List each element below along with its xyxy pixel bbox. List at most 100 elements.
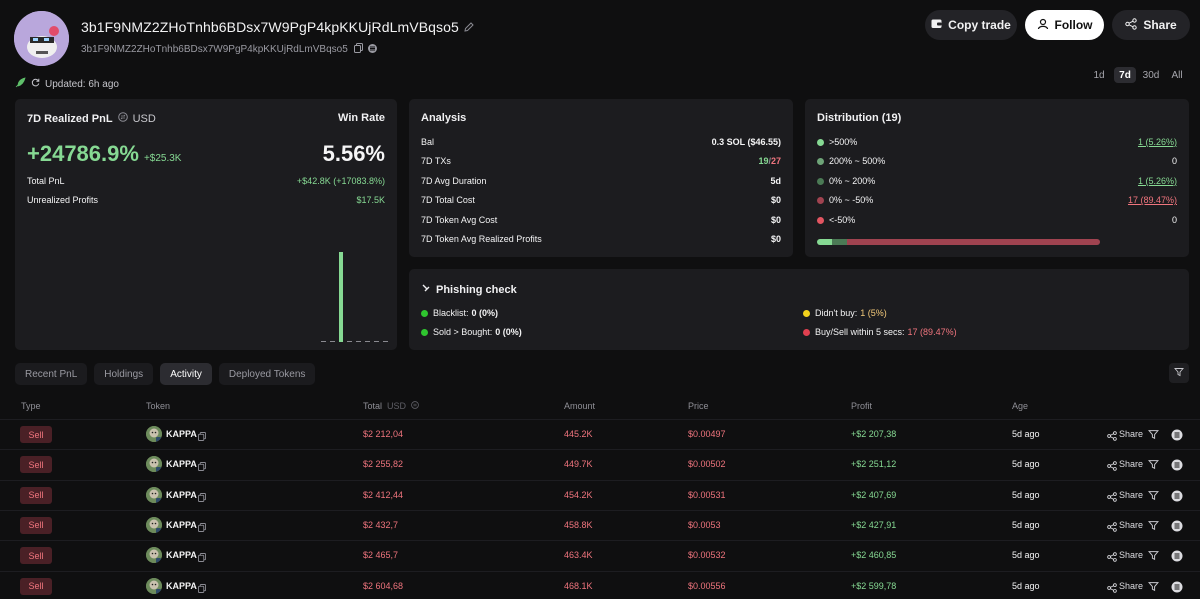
token-name[interactable]: KAPPA bbox=[166, 459, 197, 470]
total-pnl-value: +$42.8K (+17083.8%) bbox=[296, 175, 385, 186]
activity-table: Sell KAPPA $2 212,04 445.2K $0.00497 +$2… bbox=[0, 419, 1200, 599]
status-dot-icon bbox=[421, 328, 428, 336]
user-icon bbox=[1037, 18, 1049, 33]
tab-holdings[interactable]: Holdings bbox=[94, 363, 154, 385]
copy-icon[interactable] bbox=[353, 43, 363, 56]
follow-button[interactable]: Follow bbox=[1025, 10, 1104, 40]
share-icon[interactable] bbox=[1107, 430, 1117, 444]
share-link[interactable]: Share bbox=[1119, 580, 1144, 591]
total-cell: $2 465,7 bbox=[363, 550, 399, 561]
filter-icon[interactable] bbox=[1148, 429, 1159, 443]
token-name[interactable]: KAPPA bbox=[166, 580, 197, 591]
tab-activity[interactable]: Activity bbox=[160, 363, 212, 385]
share-icon[interactable] bbox=[1107, 582, 1117, 596]
swap-icon[interactable] bbox=[117, 112, 128, 125]
distribution-card: Distribution (19) >500% 1 (5.26%) 200% ~… bbox=[805, 99, 1189, 257]
swap-icon[interactable] bbox=[411, 401, 419, 411]
token-name[interactable]: KAPPA bbox=[166, 550, 197, 561]
tab-deployed-tokens[interactable]: Deployed Tokens bbox=[218, 363, 316, 385]
distribution-range: 0% ~ -50% bbox=[829, 195, 874, 206]
dot-icon bbox=[817, 177, 824, 185]
filter-button[interactable] bbox=[1169, 363, 1189, 383]
edit-icon[interactable] bbox=[463, 20, 475, 36]
price-cell: $0.00532 bbox=[688, 550, 726, 561]
share-link[interactable]: Share bbox=[1119, 519, 1144, 530]
share-link[interactable]: Share bbox=[1119, 429, 1144, 439]
copy-icon[interactable] bbox=[198, 430, 206, 444]
age-cell: 5d ago bbox=[1012, 489, 1040, 500]
share-icon[interactable] bbox=[1107, 551, 1117, 565]
menu-icon[interactable] bbox=[1171, 459, 1183, 474]
updated-status: Updated: 6h ago bbox=[15, 77, 119, 91]
price-cell: $0.00497 bbox=[688, 429, 726, 439]
distribution-value[interactable]: 17 (89.47%) bbox=[1127, 195, 1177, 206]
token-name[interactable]: KAPPA bbox=[166, 489, 197, 500]
range-tab-all[interactable]: All bbox=[1171, 69, 1183, 81]
sold-bought-value: 0 (0%) bbox=[495, 327, 522, 337]
share-button[interactable]: Share bbox=[1112, 10, 1190, 40]
copy-trade-button[interactable]: Copy trade bbox=[925, 10, 1017, 40]
filter-icon[interactable] bbox=[1148, 490, 1159, 504]
refresh-icon[interactable] bbox=[31, 78, 40, 90]
share-icon[interactable] bbox=[1107, 460, 1117, 474]
win-rate-value: 5.56% bbox=[322, 141, 385, 166]
range-tab-30d[interactable]: 30d bbox=[1142, 69, 1160, 81]
table-row[interactable]: Sell KAPPA $2 604,68 468.1K $0.00556 +$2… bbox=[0, 570, 1200, 599]
table-row[interactable]: Sell KAPPA $2 412,44 454.2K $0.00531 +$2… bbox=[0, 479, 1200, 510]
token-name[interactable]: KAPPA bbox=[166, 429, 197, 439]
menu-icon[interactable] bbox=[1171, 490, 1183, 505]
profit-cell: +$2 427,91 bbox=[851, 519, 897, 530]
filter-icon[interactable] bbox=[1148, 520, 1159, 534]
distribution-value[interactable]: 1 (5.26%) bbox=[1137, 136, 1177, 147]
table-row[interactable]: Sell KAPPA $2 432,7 458.8K $0.0053 +$2 4… bbox=[0, 509, 1200, 540]
analysis-row-duration: 7D Avg Duration 5d bbox=[421, 171, 781, 191]
range-tab-1d[interactable]: 1d bbox=[1093, 69, 1105, 81]
column-header-total-unit[interactable]: USD bbox=[387, 401, 407, 411]
distribution-label: 0% ~ -50% bbox=[817, 195, 873, 205]
column-header-profit: Profit bbox=[851, 401, 873, 411]
table-row[interactable]: Sell KAPPA $2 255,82 449.7K $0.00502 +$2… bbox=[0, 449, 1200, 479]
menu-icon[interactable] bbox=[1171, 429, 1183, 444]
analysis-label: 7D Total Cost bbox=[421, 195, 475, 206]
filter-icon[interactable] bbox=[1148, 581, 1159, 595]
share-link[interactable]: Share bbox=[1119, 489, 1144, 500]
token-avatar bbox=[146, 577, 162, 594]
solana-icon[interactable] bbox=[368, 43, 378, 56]
distribution-bar-segment bbox=[817, 239, 832, 245]
copy-icon[interactable] bbox=[198, 551, 206, 565]
token-name[interactable]: KAPPA bbox=[166, 519, 197, 530]
menu-icon[interactable] bbox=[1171, 550, 1183, 565]
distribution-range: 200% ~ 500% bbox=[829, 156, 886, 167]
share-icon[interactable] bbox=[1107, 521, 1117, 535]
range-tabs: 1d 7d 30d All bbox=[1088, 67, 1188, 83]
fast-trade-row: Buy/Sell within 5 secs: 17 (89.47%) bbox=[803, 327, 957, 337]
tab-recent-pnl[interactable]: Recent PnL bbox=[15, 363, 88, 385]
menu-icon[interactable] bbox=[1171, 581, 1183, 596]
filter-icon[interactable] bbox=[1148, 459, 1159, 473]
price-cell: $0.0053 bbox=[688, 519, 721, 530]
blacklist-row: Blacklist: 0 (0%) bbox=[421, 308, 498, 318]
table-row[interactable]: Sell KAPPA $2 465,7 463.4K $0.00532 +$2 … bbox=[0, 540, 1200, 570]
wallet-address-sub: 3b1F9NMZ2ZHoTnhb6BDsx7W9PgP4kpKKUjRdLmVB… bbox=[81, 43, 378, 56]
analysis-value: 19/27 bbox=[758, 156, 781, 166]
copy-icon[interactable] bbox=[198, 521, 206, 535]
filter-icon[interactable] bbox=[1148, 550, 1159, 564]
token-avatar bbox=[146, 516, 162, 533]
share-link[interactable]: Share bbox=[1119, 550, 1144, 561]
copy-icon[interactable] bbox=[198, 582, 206, 596]
range-tab-7d[interactable]: 7d bbox=[1114, 67, 1136, 83]
pnl-summary: +24786.9% +$25.3K bbox=[27, 141, 181, 167]
hook-icon bbox=[421, 283, 431, 296]
distribution-title: Distribution (19) bbox=[817, 112, 902, 124]
copy-icon[interactable] bbox=[198, 491, 206, 505]
share-icon[interactable] bbox=[1107, 491, 1117, 505]
share-link[interactable]: Share bbox=[1119, 459, 1144, 470]
table-row[interactable]: Sell KAPPA $2 212,04 445.2K $0.00497 +$2… bbox=[0, 419, 1200, 449]
menu-icon[interactable] bbox=[1171, 520, 1183, 535]
column-header-amount: Amount bbox=[564, 401, 596, 411]
distribution-rows: >500% 1 (5.26%) 200% ~ 500% 0 0% ~ 200% … bbox=[817, 132, 1177, 230]
copy-icon[interactable] bbox=[198, 460, 206, 474]
didnt-buy-label: Didn't buy: bbox=[815, 308, 858, 318]
distribution-value[interactable]: 1 (5.26%) bbox=[1137, 175, 1177, 186]
total-cell: $2 604,68 bbox=[363, 580, 404, 591]
